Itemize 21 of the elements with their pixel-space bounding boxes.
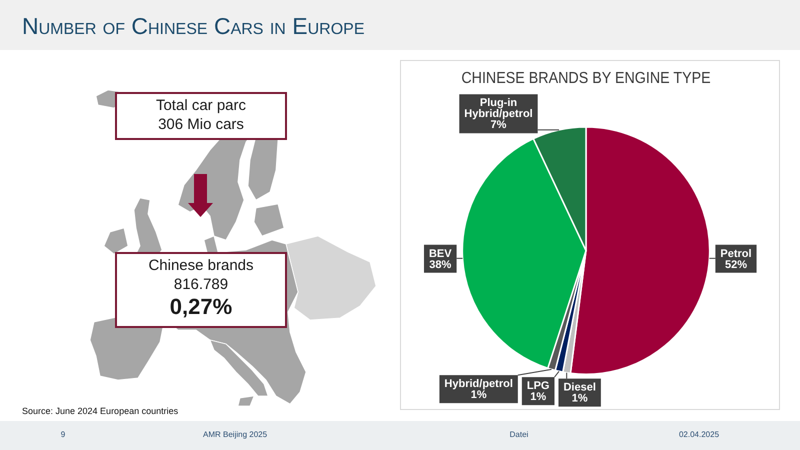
text: Datei [510, 430, 528, 439]
slice-label: Hybrid/petrol [444, 378, 513, 390]
text: Total car parc 306 Mio cars [154, 96, 248, 134]
text: Chinese brands 816.789 0,27% [147, 256, 255, 320]
data-label: 7% [490, 119, 507, 132]
data-label: 38% [429, 258, 452, 271]
slice-label: Petrol [720, 248, 752, 260]
text: AMR Beijing 2025 [203, 430, 268, 439]
data-label: 1% [470, 389, 487, 402]
slice-label: Diesel [563, 382, 596, 394]
data-label: 1% [572, 392, 588, 405]
text: 9 [60, 430, 66, 439]
text: 02.04.2025 [678, 430, 720, 439]
slice-label: Plug-in Hybrid/petrol [464, 97, 533, 120]
chart-subtitle: CHINESE BRANDS BY ENGINE TYPE [461, 69, 711, 88]
text: Number of Chinese Cars in Europe [22, 13, 364, 40]
data-label: 1% [530, 391, 546, 404]
data-label: 52% [724, 258, 748, 271]
slice-label: BEV [428, 248, 452, 260]
source-note: Source: June 2024 European countries [22, 406, 178, 416]
slice-label: LPG [526, 380, 550, 392]
